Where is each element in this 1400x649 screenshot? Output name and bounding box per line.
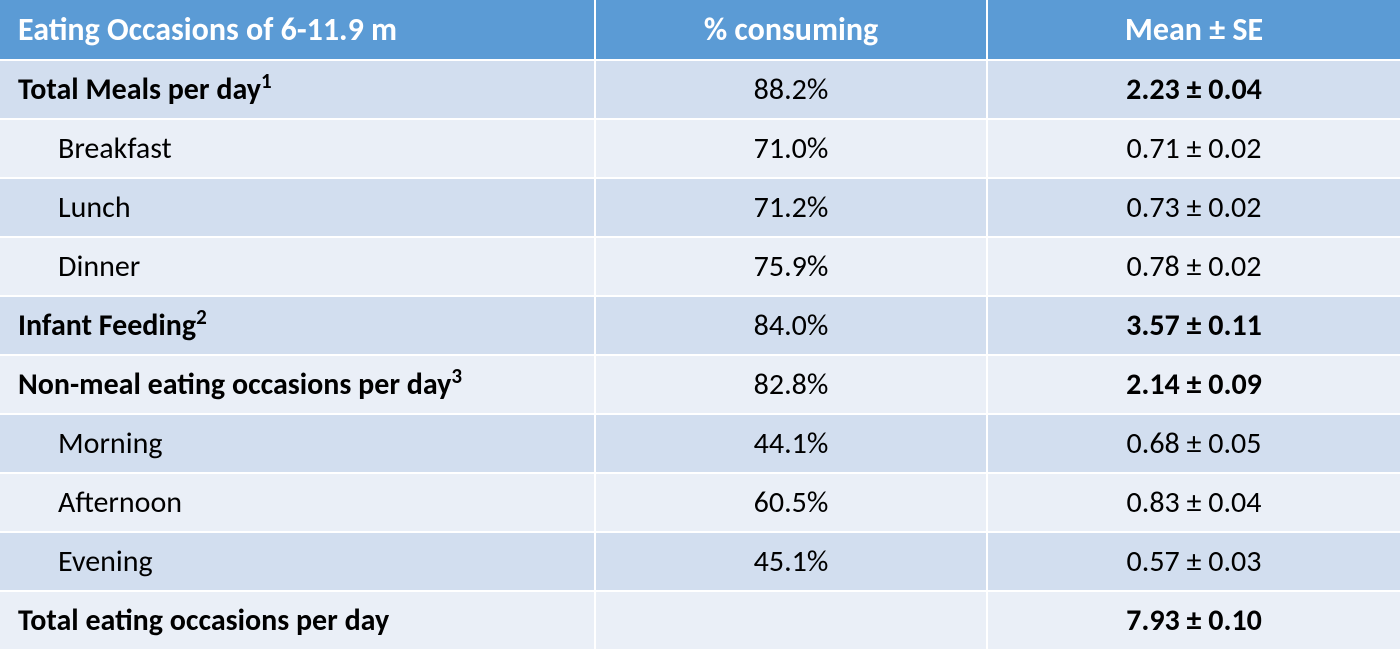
row-pct: 75.9% bbox=[595, 237, 987, 296]
row-mean: 0.57 ± 0.03 bbox=[987, 532, 1400, 591]
row-pct: 84.0% bbox=[595, 296, 987, 355]
row-label-text: Evening bbox=[58, 543, 153, 580]
table-row: Evening 45.1%0.57 ± 0.03 bbox=[0, 532, 1400, 591]
row-label: Breakfast bbox=[0, 119, 595, 178]
row-label: Non-meal eating occasions per day3 bbox=[0, 355, 595, 414]
table-row: Dinner 75.9%0.78 ± 0.02 bbox=[0, 237, 1400, 296]
row-label-text: Infant Feeding bbox=[18, 307, 196, 344]
row-label-sup: 3 bbox=[451, 363, 462, 389]
row-pct: 60.5% bbox=[595, 473, 987, 532]
row-label-text: Dinner bbox=[58, 248, 140, 285]
table-row: Infant Feeding284.0%3.57 ± 0.11 bbox=[0, 296, 1400, 355]
row-mean: 0.73 ± 0.02 bbox=[987, 178, 1400, 237]
row-label-sup: 2 bbox=[196, 304, 207, 330]
table-header-row: Eating Occasions of 6-11.9 m % consuming… bbox=[0, 0, 1400, 60]
row-mean: 2.23 ± 0.04 bbox=[987, 60, 1400, 119]
table-row: Total Meals per day188.2%2.23 ± 0.04 bbox=[0, 60, 1400, 119]
row-mean: 3.57 ± 0.11 bbox=[987, 296, 1400, 355]
row-mean: 0.71 ± 0.02 bbox=[987, 119, 1400, 178]
row-pct: 82.8% bbox=[595, 355, 987, 414]
row-pct: 44.1% bbox=[595, 414, 987, 473]
row-label: Dinner bbox=[0, 237, 595, 296]
row-label: Morning bbox=[0, 414, 595, 473]
row-mean: 7.93 ± 0.10 bbox=[987, 591, 1400, 649]
row-pct: 71.0% bbox=[595, 119, 987, 178]
table-row: Non-meal eating occasions per day382.8%2… bbox=[0, 355, 1400, 414]
table-row: Afternoon 60.5%0.83 ± 0.04 bbox=[0, 473, 1400, 532]
row-label-text: Lunch bbox=[58, 189, 131, 226]
row-label-text: Total Meals per day bbox=[18, 71, 261, 108]
row-label: Total Meals per day1 bbox=[0, 60, 595, 119]
data-table: Eating Occasions of 6-11.9 m % consuming… bbox=[0, 0, 1400, 649]
col-header-occasions: Eating Occasions of 6-11.9 m bbox=[0, 0, 595, 60]
table-row: Lunch 71.2%0.73 ± 0.02 bbox=[0, 178, 1400, 237]
row-mean: 0.68 ± 0.05 bbox=[987, 414, 1400, 473]
row-label-text: Non-meal eating occasions per day bbox=[18, 366, 451, 403]
col-header-pct: % consuming bbox=[595, 0, 987, 60]
row-label-text: Morning bbox=[58, 425, 162, 462]
row-pct: 71.2% bbox=[595, 178, 987, 237]
row-label-text: Breakfast bbox=[58, 130, 172, 167]
eating-occasions-table: Eating Occasions of 6-11.9 m % consuming… bbox=[0, 0, 1400, 649]
row-label: Evening bbox=[0, 532, 595, 591]
table-row: Total eating occasions per day 7.93 ± 0.1… bbox=[0, 591, 1400, 649]
row-pct: 88.2% bbox=[595, 60, 987, 119]
row-label-text: Afternoon bbox=[58, 484, 182, 521]
row-label: Lunch bbox=[0, 178, 595, 237]
row-mean: 0.83 ± 0.04 bbox=[987, 473, 1400, 532]
table-row: Morning 44.1%0.68 ± 0.05 bbox=[0, 414, 1400, 473]
row-label: Infant Feeding2 bbox=[0, 296, 595, 355]
table-row: Breakfast 71.0%0.71 ± 0.02 bbox=[0, 119, 1400, 178]
row-pct bbox=[595, 591, 987, 649]
row-label: Total eating occasions per day bbox=[0, 591, 595, 649]
row-mean: 0.78 ± 0.02 bbox=[987, 237, 1400, 296]
row-label: Afternoon bbox=[0, 473, 595, 532]
row-pct: 45.1% bbox=[595, 532, 987, 591]
col-header-mean: Mean ± SE bbox=[987, 0, 1400, 60]
row-label-sup: 1 bbox=[261, 68, 272, 94]
row-mean: 2.14 ± 0.09 bbox=[987, 355, 1400, 414]
table-body: Total Meals per day188.2%2.23 ± 0.04Brea… bbox=[0, 60, 1400, 649]
